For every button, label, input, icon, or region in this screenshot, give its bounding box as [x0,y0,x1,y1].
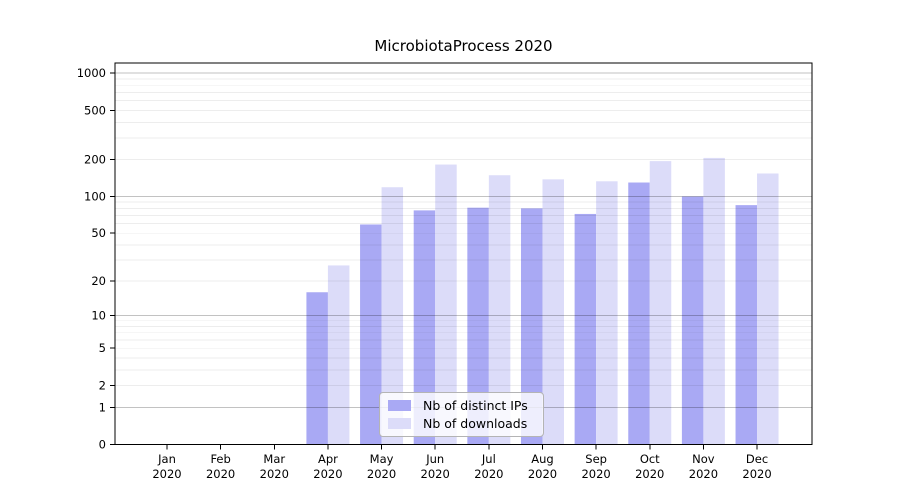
legend-item-downloads: Nb of downloads [388,416,535,431]
legend-swatch-downloads-icon [388,418,411,429]
y-tick-label-5: 5 [99,341,106,355]
x-tick-label-year-jun: 2020 [421,467,450,481]
bar-distinct-ips-aug [520,208,543,445]
x-tick-label-year-mar: 2020 [260,467,289,481]
y-tick-label-200: 200 [84,153,106,167]
x-tick-label-month-nov: Nov [692,452,715,466]
legend-swatch-distinct-ips-icon [388,400,411,411]
x-tick-label-month-sep: Sep [585,452,607,466]
x-tick-label-month-feb: Feb [210,452,230,466]
y-tick-label-1000: 1000 [77,66,106,80]
x-tick-label-month-mar: Mar [263,452,285,466]
x-tick-label-year-aug: 2020 [528,467,557,481]
bar-downloads-oct [649,161,672,445]
bar-downloads-jun [435,164,457,445]
bar-downloads-apr [327,265,350,445]
x-tick-label-year-jan: 2020 [152,467,181,481]
x-tick-label-year-feb: 2020 [206,467,235,481]
bar-distinct-ips-may [360,224,382,445]
bar-distinct-ips-oct [628,182,650,445]
x-tick-label-month-may: May [370,452,394,466]
legend-item-distinct-ips: Nb of distinct IPs [388,398,535,413]
bar-distinct-ips-nov [681,196,704,445]
x-tick-label-month-jan: Jan [157,452,176,466]
bar-downloads-sep [596,181,618,445]
bar-downloads-may [381,187,404,445]
y-tick-label-0: 0 [99,438,106,452]
axes-frame [114,62,813,445]
x-tick-label-year-apr: 2020 [313,467,342,481]
x-tick-label-year-sep: 2020 [581,467,610,481]
chart-legend: Nb of distinct IPs Nb of downloads [379,392,544,437]
x-tick-label-year-jul: 2020 [474,467,503,481]
y-tick-label-500: 500 [84,103,106,117]
x-tick-label-year-may: 2020 [367,467,396,481]
bar-downloads-jul [488,175,511,445]
x-tick-label-month-jun: Jun [425,452,444,466]
x-tick-label-year-dec: 2020 [742,467,771,481]
bar-distinct-ips-jun [413,210,436,445]
chart-title: MicrobiotaProcess 2020 [374,37,553,55]
bar-distinct-ips-dec [735,205,758,445]
legend-label-downloads: Nb of downloads [423,416,528,431]
y-tick-label-100: 100 [84,189,106,203]
bar-distinct-ips-sep [574,213,597,445]
x-tick-label-month-aug: Aug [531,452,553,466]
bar-downloads-dec [757,173,779,445]
y-tick-label-10: 10 [91,309,106,323]
x-tick-label-year-oct: 2020 [635,467,664,481]
bar-distinct-ips-apr [306,292,328,445]
y-tick-label-2: 2 [99,378,106,392]
y-tick-label-1: 1 [99,400,106,414]
bar-distinct-ips-jul [467,207,489,445]
x-tick-label-month-jul: Jul [481,452,496,466]
bar-downloads-nov [703,157,725,445]
legend-label-distinct-ips: Nb of distinct IPs [423,398,528,413]
y-tick-label-50: 50 [91,226,106,240]
x-tick-label-month-apr: Apr [318,452,338,466]
x-tick-label-month-oct: Oct [640,452,660,466]
bar-downloads-aug [542,179,564,445]
y-tick-label-20: 20 [91,274,106,288]
x-tick-label-month-dec: Dec [746,452,768,466]
x-tick-label-year-nov: 2020 [689,467,718,481]
